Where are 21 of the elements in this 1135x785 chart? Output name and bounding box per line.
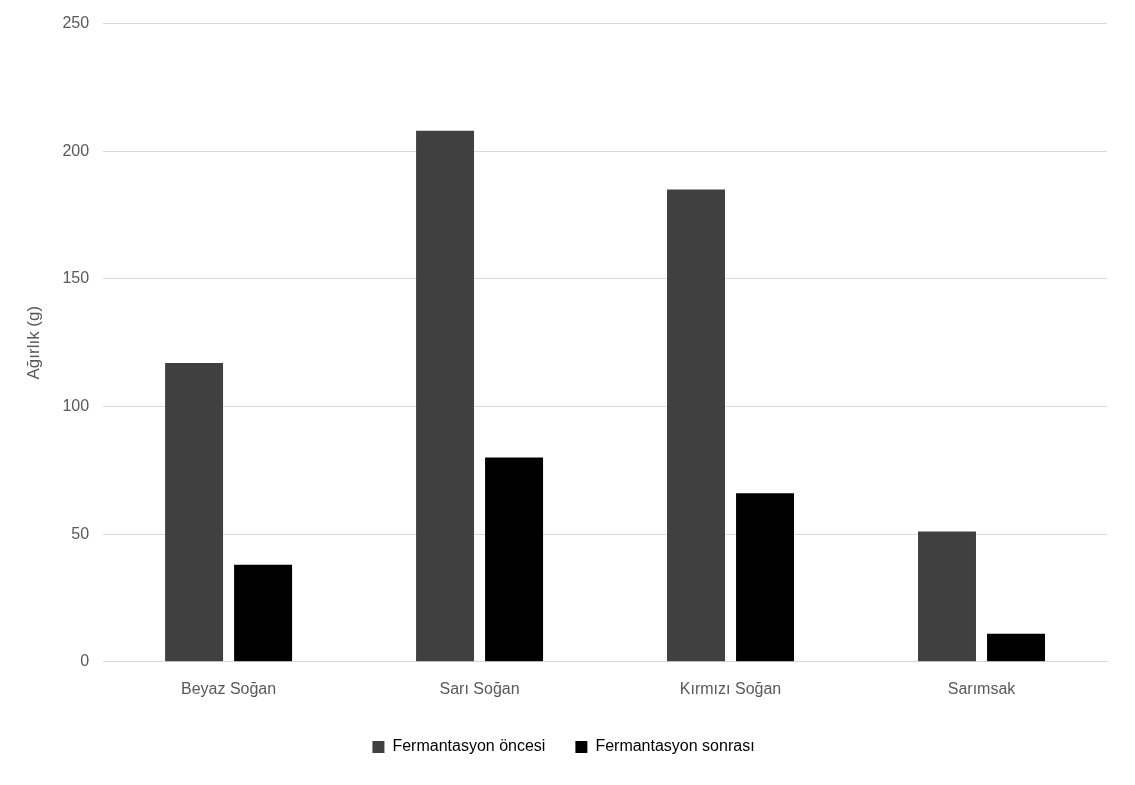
y-tick-label: 0 bbox=[80, 652, 90, 670]
y-tick-label: 100 bbox=[62, 396, 90, 414]
bar bbox=[234, 564, 293, 662]
legend-label: Fermantasyon öncesi bbox=[392, 737, 546, 755]
x-tick-label: Kırmızı Soğan bbox=[679, 679, 782, 697]
legend-label: Fermantasyon sonrası bbox=[595, 737, 755, 755]
bar bbox=[987, 633, 1046, 662]
x-tick-label: Sarımsak bbox=[947, 679, 1017, 697]
y-tick-label: 200 bbox=[62, 141, 90, 159]
bar bbox=[416, 130, 475, 662]
y-axis-title: Ağırlık (g) bbox=[23, 305, 43, 380]
bar bbox=[918, 531, 976, 662]
x-tick-label: Beyaz Soğan bbox=[180, 679, 277, 697]
bar bbox=[667, 189, 726, 662]
bar bbox=[165, 363, 224, 662]
x-tick-label: Sarı Soğan bbox=[439, 679, 520, 697]
bar bbox=[736, 493, 795, 662]
bar bbox=[485, 457, 544, 662]
y-tick-label: 50 bbox=[71, 524, 90, 542]
y-tick-label: 250 bbox=[62, 14, 90, 32]
y-tick-label: 150 bbox=[62, 269, 90, 287]
